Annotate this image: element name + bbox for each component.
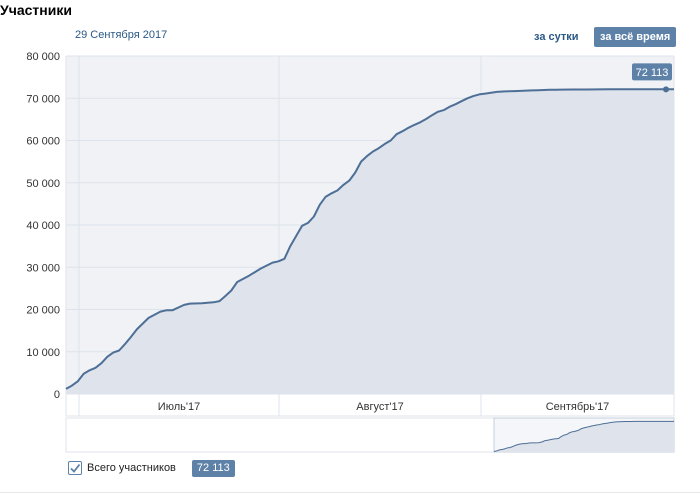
period-day-button[interactable]: за сутки [534, 31, 579, 43]
checkmark-icon [70, 463, 81, 473]
y-tick-label: 70 000 [26, 93, 60, 105]
navigator-area [494, 421, 674, 452]
bottom-divider [0, 492, 700, 493]
x-tick-label: Сентябрь'17 [546, 401, 610, 413]
last-value-label: 72 113 [636, 67, 669, 79]
series-checkbox[interactable] [68, 461, 82, 475]
y-tick-label: 80 000 [26, 51, 60, 63]
series-area [66, 89, 674, 395]
y-tick-label: 10 000 [26, 347, 60, 359]
y-tick-label: 0 [54, 389, 60, 401]
x-tick-label: Август'17 [356, 401, 403, 413]
y-tick-label: 30 000 [26, 262, 60, 274]
x-tick-label: Июль'17 [158, 401, 200, 413]
navigator-line [493, 420, 674, 452]
y-tick-label: 50 000 [26, 178, 60, 190]
y-tick-label: 40 000 [26, 220, 60, 232]
current-date: 29 Сентября 2017 [75, 29, 168, 41]
last-value-badge [632, 63, 672, 81]
series-line [65, 88, 674, 390]
legend: Всего участников 72 113 [68, 459, 235, 477]
legend-label: Всего участников [87, 462, 176, 474]
legend-value-badge: 72 113 [191, 459, 235, 477]
y-tick-label: 60 000 [26, 136, 60, 148]
last-point-marker [663, 86, 669, 93]
page-title: Участники [0, 2, 72, 18]
y-tick-label: 20 000 [26, 305, 60, 317]
period-all-button[interactable]: за всё время [594, 27, 677, 47]
